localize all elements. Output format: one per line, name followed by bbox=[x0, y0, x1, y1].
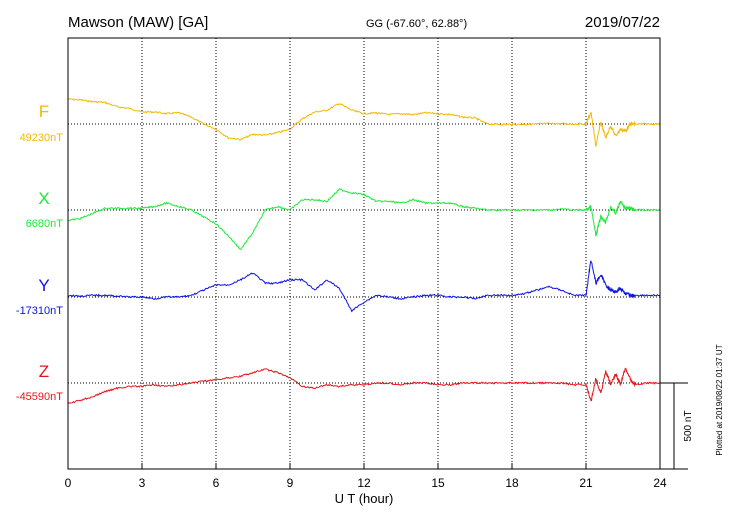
x-tick-label-3: 3 bbox=[139, 476, 146, 490]
x-tick-label-18: 18 bbox=[505, 476, 519, 490]
x-tick-label-24: 24 bbox=[653, 476, 667, 490]
data-traces bbox=[67, 98, 661, 404]
x-tick-label-12: 12 bbox=[357, 476, 371, 490]
trace-f bbox=[67, 98, 661, 147]
series-baseline-f: 49230nT bbox=[20, 132, 64, 144]
x-tick-label-15: 15 bbox=[431, 476, 445, 490]
series-baseline-x: 6680nT bbox=[26, 218, 64, 230]
coordinates-label: GG (-67.60°, 62.88°) bbox=[366, 18, 467, 30]
station-title: Mawson (MAW) [GA] bbox=[68, 14, 208, 31]
x-axis-label: U T (hour) bbox=[335, 491, 394, 506]
series-name-x: X bbox=[38, 189, 49, 208]
trace-y bbox=[67, 260, 661, 313]
plotted-timestamp: Plotted at 2019/08/22 01:37 UT bbox=[715, 344, 724, 455]
x-tick-label-6: 6 bbox=[213, 476, 220, 490]
series-name-z: Z bbox=[39, 362, 49, 381]
series-baseline-y: -17310nT bbox=[16, 305, 63, 317]
scale-bar-label: 500 nT bbox=[683, 410, 694, 441]
series-baseline-z: -45590nT bbox=[16, 391, 63, 403]
date-label: 2019/07/22 bbox=[585, 14, 660, 31]
x-tick-label-9: 9 bbox=[287, 476, 294, 490]
series-name-y: Y bbox=[38, 276, 49, 295]
series-labels: F 49230nT X 6680nT Y -17310nT Z -45590nT bbox=[16, 102, 63, 403]
trace-x bbox=[68, 188, 661, 251]
x-tick-label-21: 21 bbox=[579, 476, 593, 490]
grid-lines bbox=[141, 38, 587, 469]
series-name-f: F bbox=[39, 102, 49, 121]
x-axis-ticks: 0 3 6 9 12 15 18 21 24 bbox=[65, 463, 667, 490]
scale-bar: 500 nT bbox=[660, 382, 694, 470]
trace-z bbox=[67, 367, 661, 404]
x-tick-label-0: 0 bbox=[65, 476, 72, 490]
